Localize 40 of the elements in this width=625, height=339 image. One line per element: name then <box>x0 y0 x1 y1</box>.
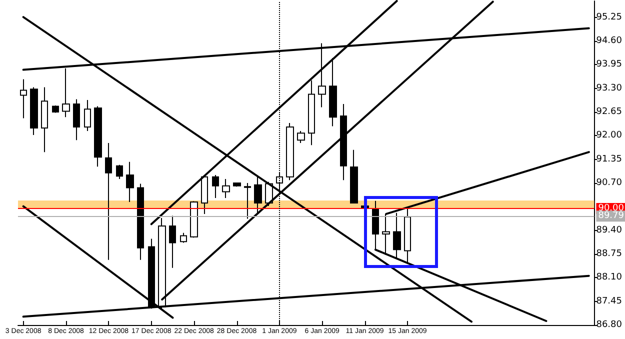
candlestick <box>30 86 38 136</box>
candlestick <box>73 98 80 141</box>
candlestick <box>286 122 294 181</box>
candlestick <box>329 58 337 127</box>
candlestick <box>94 106 102 168</box>
candlestick <box>254 176 262 214</box>
y-tick-label: 93.95 <box>596 60 622 70</box>
candlestick <box>126 161 134 202</box>
y-tick-label: 89.40 <box>596 225 622 236</box>
y-tick-label: 91.35 <box>596 154 622 164</box>
candlestick <box>201 174 208 214</box>
y-tick-label: 92.65 <box>596 107 622 118</box>
candlestick <box>41 86 48 153</box>
candlestick <box>233 182 241 188</box>
candlestick <box>180 232 187 244</box>
y-tick-label: 93.30 <box>596 83 622 94</box>
y-tick-label: 88.75 <box>596 249 622 260</box>
candlestick <box>222 178 230 198</box>
y-tick-label: 86.80 <box>596 320 622 330</box>
candlestick <box>212 174 219 198</box>
candlestick <box>52 104 59 114</box>
candlestick <box>169 215 176 268</box>
candlestick <box>340 104 347 181</box>
y-tick-label: 90.70 <box>596 178 622 188</box>
y-tick-label: 87.45 <box>596 296 622 306</box>
y-tick-label: 92.00 <box>596 130 622 141</box>
candlestick <box>137 183 144 260</box>
candlestick <box>308 80 315 146</box>
candlestick <box>20 78 27 119</box>
y-tick-label: 95.25 <box>596 12 622 22</box>
ref-line-label: 89.79 <box>598 211 624 222</box>
candlestick <box>350 149 358 204</box>
y-tick-label: 94.60 <box>596 36 622 46</box>
candlestick <box>244 182 251 220</box>
candlestick <box>84 100 91 132</box>
candlestick <box>190 200 198 238</box>
y-tick-label: 88.10 <box>596 272 622 283</box>
candlestick <box>297 130 305 144</box>
candlestick <box>116 164 123 180</box>
candlestick <box>105 142 112 260</box>
